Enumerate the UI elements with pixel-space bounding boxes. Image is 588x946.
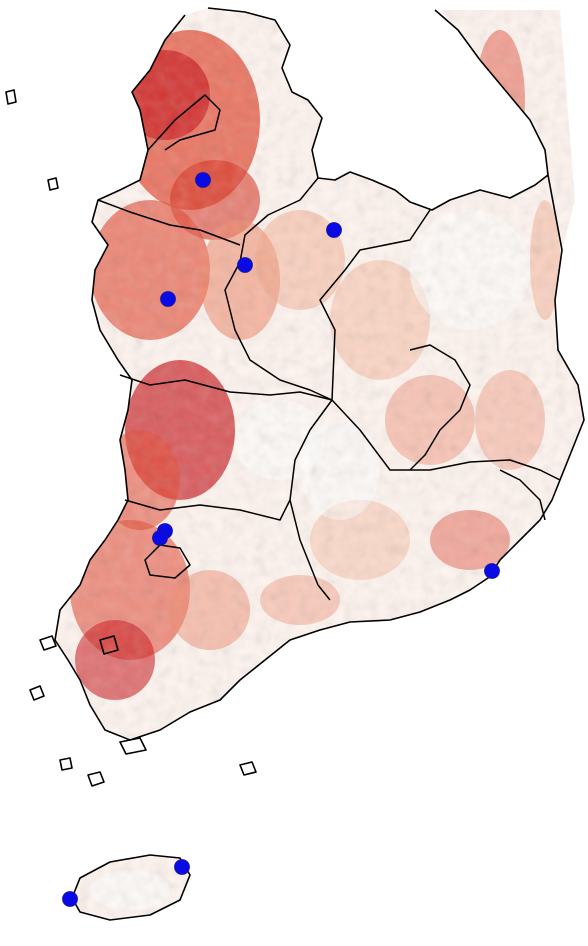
station-marker: [62, 891, 78, 907]
station-marker: [160, 291, 176, 307]
province-border-11: [499, 469, 546, 521]
station-marker: [237, 257, 253, 273]
station-marker: [152, 530, 168, 546]
island-4: [239, 761, 257, 776]
province-border-3: [119, 374, 333, 401]
province-border-1: [224, 177, 333, 401]
province-border-5: [331, 399, 561, 481]
station-marker: [326, 222, 342, 238]
station-marker: [174, 859, 190, 875]
island-6: [5, 89, 17, 105]
island-1: [39, 635, 57, 651]
jeju-coastline: [71, 854, 191, 921]
island-2: [29, 685, 45, 701]
boundary-outlines: [5, 7, 585, 921]
station-markers: [62, 172, 500, 907]
island-9: [59, 757, 73, 771]
mainland-coastline: [54, 7, 585, 741]
province-border-2: [319, 209, 431, 401]
province-border-7: [409, 344, 471, 471]
island-7: [47, 177, 59, 191]
east-coast-line: [434, 9, 549, 176]
province-border-8: [147, 94, 221, 151]
island-3: [119, 737, 147, 755]
station-marker: [484, 563, 500, 579]
province-border-6: [124, 499, 291, 521]
province-border-9: [97, 199, 241, 246]
station-marker: [195, 172, 211, 188]
island-8: [99, 635, 119, 655]
island-5: [87, 771, 105, 787]
